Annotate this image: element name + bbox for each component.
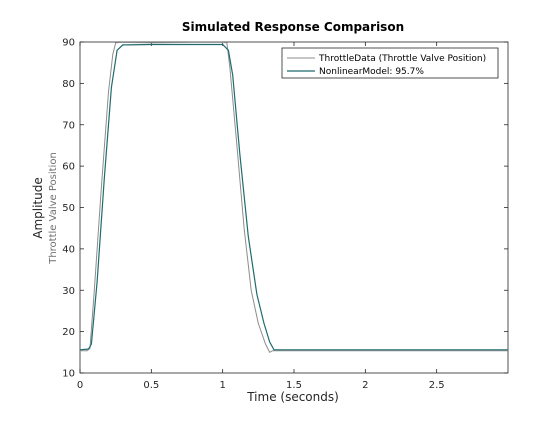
- x-tick-label: 0: [77, 380, 83, 391]
- plot-area: [79, 41, 509, 374]
- series-line-nonlinear-model: [79, 43, 508, 351]
- y-tick-label: 80: [62, 79, 75, 90]
- x-tick-label: 2.5: [429, 380, 445, 391]
- legend: ThrottleData (Throttle Valve Position) N…: [281, 47, 499, 79]
- y-tick-label: 90: [62, 38, 75, 49]
- x-tick-label: 0.5: [143, 380, 159, 391]
- series-line-throttle-data: [80, 41, 508, 353]
- y-tick-label: 40: [62, 244, 75, 255]
- legend-label-nonlinear-model: NonlinearModel: 95.7%: [319, 67, 424, 77]
- y-tick-label: 30: [62, 286, 75, 297]
- y-tick-label: 10: [62, 369, 75, 380]
- x-tick-label: 2: [362, 380, 368, 391]
- y-tick-label: 50: [62, 203, 75, 214]
- y-tick-label: 20: [62, 327, 75, 338]
- x-axis-label: Time (seconds): [246, 390, 339, 404]
- y-axis-label: Amplitude: [31, 177, 45, 239]
- series-lines: [79, 41, 508, 353]
- y-tick-label: 60: [62, 162, 75, 173]
- y-axis-sublabel: Throttle Valve Position: [48, 152, 59, 265]
- y-tick-label: 70: [62, 120, 75, 131]
- x-tick-label: 1.5: [286, 380, 302, 391]
- x-tick-label: 1: [219, 380, 225, 391]
- legend-label-throttle-data: ThrottleData (Throttle Valve Position): [318, 54, 486, 64]
- chart-title: Simulated Response Comparison: [182, 20, 404, 34]
- axis-ticks: 0 0.5 1 1.5 2 2.5 10 20 30 40 50 60 70 80 90: [62, 38, 508, 391]
- legend-box: [281, 47, 499, 79]
